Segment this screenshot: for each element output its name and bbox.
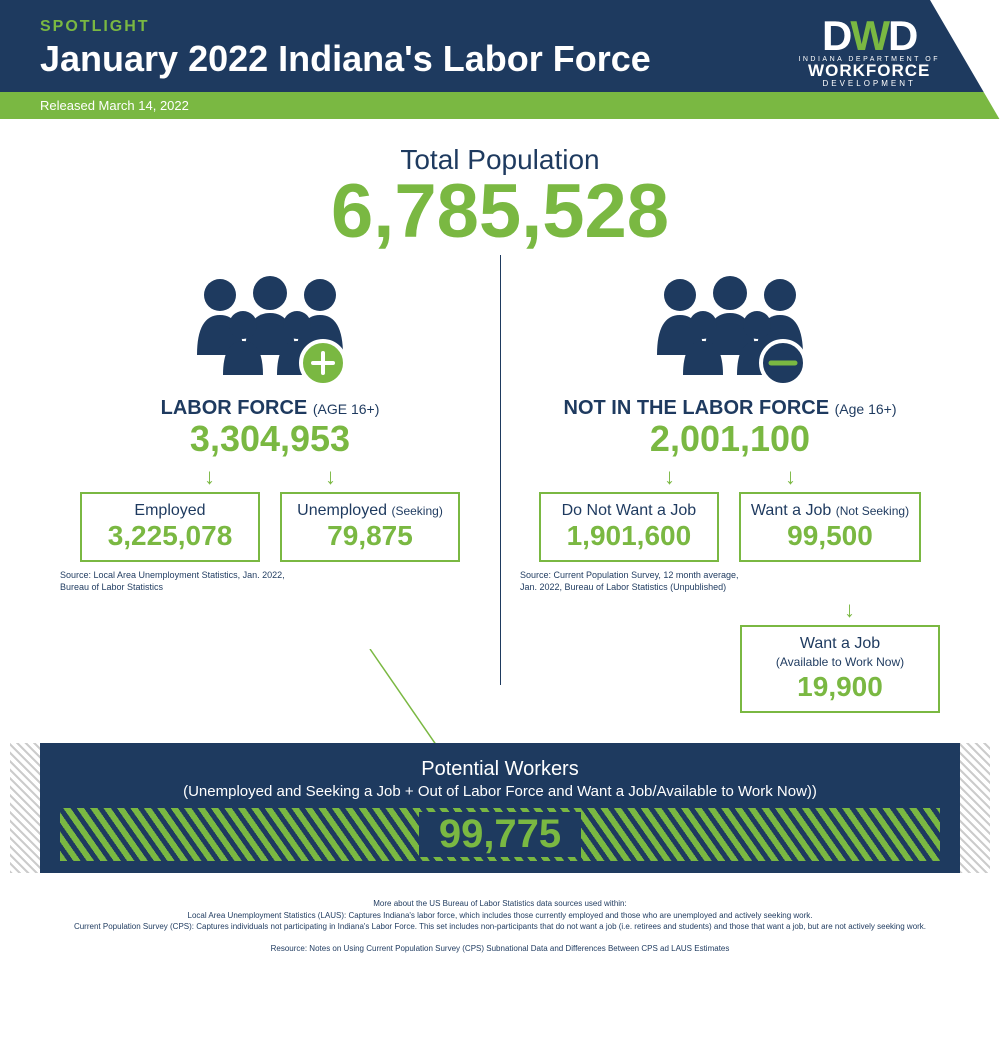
potential-title: Potential Workers (60, 758, 940, 781)
people-minus-icon (635, 275, 825, 385)
potential-band: 99,775 (60, 808, 940, 861)
potential-subtitle: (Unemployed and Seeking a Job + Out of L… (60, 783, 940, 800)
labor-force-value: 3,304,953 (60, 418, 480, 460)
logo-line2: WORKFORCE (798, 61, 940, 81)
arrow-down-icon: ↓ (325, 464, 336, 490)
not-labor-boxes: Do Not Want a Job 1,901,600 Want a Job (… (520, 492, 940, 562)
potential-value: 99,775 (419, 812, 581, 857)
want-job-value: 99,500 (751, 520, 909, 552)
employed-value: 3,225,078 (92, 520, 248, 552)
arrow-down-icon: ↓ (844, 597, 855, 622)
footer-line: Local Area Unemployment Statistics (LAUS… (40, 910, 960, 921)
not-labor-title: NOT IN THE LABOR FORCE (Age 16+) (520, 397, 940, 420)
dwd-logo: DWD INDIANA DEPARTMENT OF WORKFORCE DEVE… (798, 12, 940, 88)
want-job-box: Want a Job (Not Seeking) 99,500 (739, 492, 921, 562)
logo-text: DWD (798, 12, 940, 60)
footer-line: More about the US Bureau of Labor Statis… (40, 898, 960, 909)
footer-line: Current Population Survey (CPS): Capture… (40, 921, 960, 932)
right-source: Source: Current Population Survey, 12 mo… (520, 570, 940, 593)
arrow-down-icon: ↓ (204, 464, 215, 490)
unemployed-box: Unemployed (Seeking) 79,875 (280, 492, 460, 562)
header: SPOTLIGHT January 2022 Indiana's Labor F… (0, 0, 1000, 92)
arrows: ↓↓ (520, 464, 940, 490)
no-want-job-label: Do Not Want a Job (551, 502, 707, 520)
hatch-decoration (10, 743, 40, 873)
released-date: Released March 14, 2022 (40, 98, 960, 113)
available-now-label: Want a Job(Available to Work Now) (752, 635, 928, 671)
arrow-down-icon: ↓ (785, 464, 796, 490)
employed-label: Employed (92, 502, 248, 520)
available-now-box: Want a Job(Available to Work Now) 19,900 (740, 625, 940, 713)
footer-notes: More about the US Bureau of Labor Statis… (0, 893, 1000, 969)
not-labor-force-column: NOT IN THE LABOR FORCE (Age 16+) 2,001,1… (500, 275, 960, 713)
no-want-job-value: 1,901,600 (551, 520, 707, 552)
footer-line: Resource: Notes on Using Current Populat… (40, 943, 960, 954)
split-columns: LABOR FORCE (AGE 16+) 3,304,953 ↓↓ Emplo… (40, 275, 960, 713)
labor-boxes: Employed 3,225,078 Unemployed (Seeking) … (60, 492, 480, 562)
main-content: Total Population 6,785,528 LABOR FORCE (… (0, 119, 1000, 893)
no-want-job-box: Do Not Want a Job 1,901,600 (539, 492, 719, 562)
release-bar: Released March 14, 2022 (0, 92, 1000, 119)
arrow-down-icon: ↓ (664, 464, 675, 490)
not-labor-value: 2,001,100 (520, 418, 940, 460)
want-job-label: Want a Job (Not Seeking) (751, 502, 909, 520)
potential-workers-box: Potential Workers (Unemployed and Seekin… (40, 743, 960, 873)
people-plus-icon (175, 275, 365, 385)
hatch-decoration (960, 743, 990, 873)
left-source: Source: Local Area Unemployment Statisti… (60, 570, 480, 593)
available-now-value: 19,900 (752, 671, 928, 703)
employed-box: Employed 3,225,078 (80, 492, 260, 562)
unemployed-value: 79,875 (292, 520, 448, 552)
unemployed-label: Unemployed (Seeking) (292, 502, 448, 520)
labor-force-title: LABOR FORCE (AGE 16+) (60, 397, 480, 420)
arrows: ↓↓ (60, 464, 480, 490)
total-population-value: 6,785,528 (40, 174, 960, 250)
arrow-to-subbox: ↓ (520, 597, 940, 623)
labor-force-column: LABOR FORCE (AGE 16+) 3,304,953 ↓↓ Emplo… (40, 275, 500, 713)
